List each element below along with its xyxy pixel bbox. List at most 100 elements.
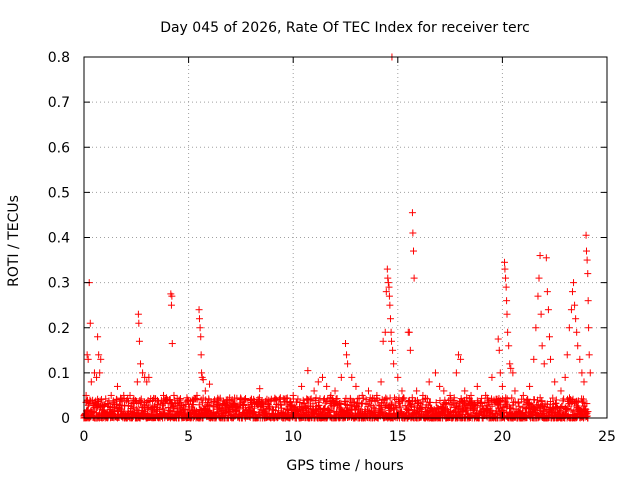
data-point (503, 395, 511, 403)
data-point (572, 315, 580, 323)
data-point (139, 369, 147, 377)
data-point (344, 360, 352, 368)
data-point (241, 395, 249, 403)
data-point (447, 395, 455, 403)
data-point (450, 396, 458, 404)
data-point (304, 367, 312, 375)
data-point (408, 209, 416, 217)
data-point (95, 351, 103, 359)
data-point (384, 274, 392, 282)
data-point (466, 397, 474, 405)
data-point (377, 378, 385, 386)
data-point (216, 394, 224, 402)
y-tick-label: 0.6 (48, 140, 70, 156)
data-point (535, 274, 543, 282)
data-point (84, 355, 92, 363)
data-point (381, 328, 389, 336)
data-point (495, 346, 503, 354)
data-point (337, 373, 345, 381)
data-point (197, 333, 205, 341)
data-point (168, 292, 176, 300)
data-point (135, 337, 143, 345)
data-point (385, 292, 393, 300)
data-point (355, 404, 363, 412)
data-point (170, 404, 178, 412)
data-point (469, 405, 477, 413)
data-point (93, 373, 101, 381)
data-point (107, 391, 115, 399)
data-point (113, 396, 121, 404)
data-point (333, 395, 341, 403)
data-point (389, 346, 397, 354)
data-point (369, 403, 377, 411)
data-point (504, 328, 512, 336)
data-point (294, 395, 302, 403)
data-point (236, 405, 244, 413)
data-point (167, 301, 175, 309)
chart-title: Day 045 of 2026, Rate Of TEC Index for r… (160, 20, 530, 36)
data-point (584, 297, 592, 305)
data-point (193, 395, 201, 403)
data-point (503, 310, 511, 318)
data-point (342, 340, 349, 348)
y-axis-label: ROTI / TECUs (6, 195, 22, 287)
x-tick-label: 10 (284, 429, 302, 445)
data-point (352, 382, 360, 390)
data-point (436, 382, 444, 390)
data-point (576, 355, 584, 363)
data-point (400, 394, 408, 402)
data-point (203, 401, 211, 409)
data-point (170, 391, 178, 399)
data-point (96, 369, 104, 377)
data-point (422, 394, 430, 402)
data-point (306, 396, 314, 404)
data-point (557, 387, 565, 395)
x-tick-label: 15 (389, 429, 407, 445)
data-point (97, 355, 105, 363)
data-point (143, 378, 151, 386)
data-point (136, 399, 144, 407)
data-point (348, 373, 356, 381)
y-tick-label: 0.8 (48, 50, 70, 66)
data-point (580, 378, 588, 386)
data-point (536, 252, 544, 260)
data-point (515, 402, 523, 410)
data-point (201, 387, 209, 395)
data-point (283, 394, 291, 402)
data-point (242, 394, 250, 402)
data-point (346, 394, 354, 402)
data-point (532, 324, 540, 332)
data-point (501, 265, 509, 273)
data-point (483, 405, 491, 413)
data-point (197, 351, 205, 359)
data-point (312, 394, 320, 402)
data-point (583, 400, 591, 408)
data-point (320, 396, 328, 404)
data-point (352, 405, 360, 413)
data-point (327, 406, 335, 414)
data-point (398, 387, 406, 395)
data-point (357, 400, 365, 408)
data-point (405, 407, 413, 415)
data-point (579, 395, 587, 403)
data-point (584, 408, 592, 416)
data-point (387, 328, 395, 336)
data-point (133, 378, 141, 386)
data-point (90, 413, 98, 421)
data-point (399, 395, 407, 403)
data-point (423, 395, 431, 403)
data-point (538, 342, 546, 350)
data-point (379, 337, 387, 345)
data-point (585, 324, 593, 332)
data-point (386, 301, 394, 309)
data-point (94, 333, 102, 341)
data-point (582, 231, 590, 239)
data-point (384, 279, 392, 287)
data-point (215, 396, 223, 404)
data-point (199, 376, 207, 384)
data-point (509, 369, 517, 377)
data-point (414, 399, 422, 407)
data-point (406, 346, 414, 354)
data-point (467, 391, 475, 399)
data-point (372, 407, 380, 415)
